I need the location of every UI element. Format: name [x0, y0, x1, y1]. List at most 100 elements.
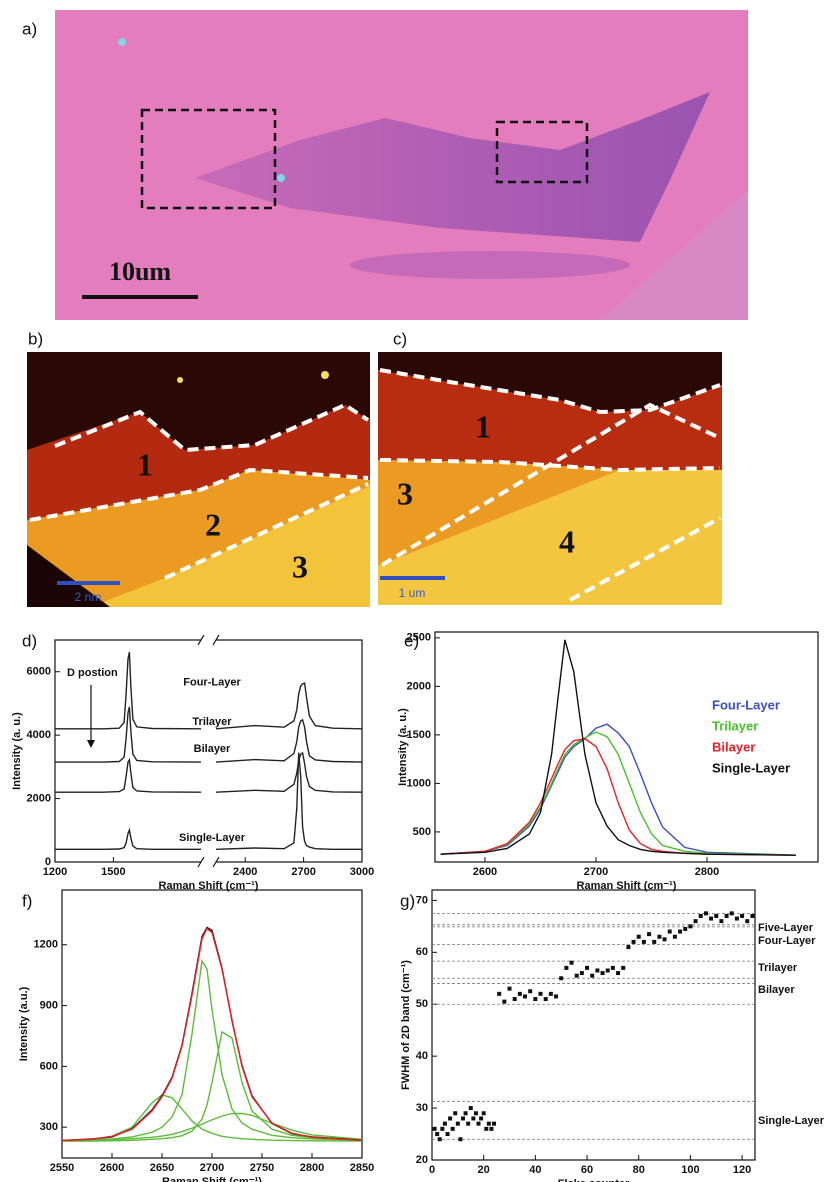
x-tick-label: 80: [633, 1164, 645, 1176]
x-tick-label: 2650: [150, 1162, 174, 1174]
data-point: [704, 911, 708, 915]
annotation: D postion: [67, 667, 118, 679]
x-axis-label: Flake counter: [558, 1178, 630, 1182]
level-label: Trilayer: [758, 962, 798, 974]
data-point: [668, 930, 672, 934]
data-point: [611, 966, 615, 970]
data-point: [513, 997, 517, 1001]
panel-label: b): [28, 329, 43, 348]
data-point: [637, 935, 641, 939]
axis-break: [201, 638, 216, 642]
data-point: [740, 914, 744, 918]
scale-bar-label: 10um: [109, 257, 171, 286]
curve-label: Bilayer: [194, 743, 231, 755]
y-tick-label: 30: [416, 1102, 428, 1114]
y-tick-label: 900: [40, 999, 58, 1011]
data-point: [616, 971, 620, 975]
x-axis-label: Raman Shift (cm⁻¹): [162, 1176, 262, 1182]
data-point: [657, 935, 661, 939]
data-point: [606, 968, 610, 972]
data-point: [458, 1137, 462, 1141]
data-point: [699, 914, 703, 918]
region-label: 1: [137, 446, 153, 482]
y-tick-label: 4000: [27, 729, 51, 741]
data-point: [492, 1122, 496, 1126]
data-point: [570, 961, 574, 965]
data-point: [595, 968, 599, 972]
y-tick-label: 40: [416, 1050, 428, 1062]
data-point: [484, 1127, 488, 1131]
data-point: [528, 989, 532, 993]
data-point: [461, 1116, 465, 1120]
x-tick-label: 40: [529, 1164, 541, 1176]
x-tick-label: 2600: [473, 866, 497, 878]
curve-label: Trilayer: [192, 716, 232, 728]
data-point: [642, 940, 646, 944]
data-point: [750, 914, 754, 918]
y-tick-label: 1500: [407, 729, 431, 741]
data-point: [678, 930, 682, 934]
data-point: [694, 919, 698, 923]
data-point: [446, 1132, 450, 1136]
y-tick-label: 600: [40, 1060, 58, 1072]
data-point: [433, 1127, 437, 1131]
data-point: [456, 1122, 460, 1126]
particle: [177, 377, 183, 383]
panel-label: a): [22, 19, 37, 38]
y-tick-label: 1200: [34, 939, 58, 951]
x-tick-label: 2700: [291, 866, 315, 878]
y-tick-label: 300: [40, 1121, 58, 1133]
y-tick-label: 1000: [407, 777, 431, 789]
page: a) 10um b) 1 2 3 2 nm c): [0, 0, 838, 1182]
level-label: Bilayer: [758, 984, 795, 996]
data-point: [479, 1116, 483, 1120]
data-point: [725, 914, 729, 918]
y-tick-label: 2500: [407, 632, 431, 644]
panel-label: g): [400, 891, 415, 910]
region-label: 3: [397, 475, 413, 511]
x-tick-label: 2700: [200, 1162, 224, 1174]
region-label: 3: [292, 548, 308, 584]
data-point: [474, 1111, 478, 1115]
level-label: Single-Layer: [758, 1115, 825, 1127]
level-label: Five-Layer: [758, 922, 814, 934]
data-point: [590, 974, 594, 978]
x-tick-label: 2800: [300, 1162, 324, 1174]
y-tick-label: 500: [413, 826, 431, 838]
x-tick-label: 0: [429, 1164, 435, 1176]
data-point: [477, 1122, 481, 1126]
x-tick-label: 2700: [584, 866, 608, 878]
particle: [321, 371, 329, 379]
spectrum-line: [62, 1095, 362, 1141]
data-point: [730, 911, 734, 915]
data-point: [464, 1111, 468, 1115]
particle: [277, 174, 285, 182]
region-label: 1: [475, 408, 491, 444]
scale-bar-label: 1 um: [399, 586, 426, 600]
legend-entry: Four-Layer: [712, 697, 780, 712]
spectrum-line: [62, 1032, 362, 1141]
data-point: [580, 971, 584, 975]
legend-entry: Trilayer: [712, 718, 758, 733]
y-tick-label: 70: [416, 894, 428, 906]
plot-frame: [435, 632, 818, 862]
data-point: [448, 1116, 452, 1120]
x-tick-label: 2550: [50, 1162, 74, 1174]
y-tick-label: 50: [416, 998, 428, 1010]
legend-entry: Bilayer: [712, 739, 755, 754]
x-tick-label: 100: [681, 1164, 699, 1176]
data-point: [688, 924, 692, 928]
panel-label: d): [22, 631, 37, 650]
x-tick-label: 3000: [350, 866, 374, 878]
y-axis-label: Intensity (a. u.): [11, 712, 23, 790]
y-tick-label: 60: [416, 946, 428, 958]
data-point: [482, 1111, 486, 1115]
y-tick-label: 6000: [27, 666, 51, 678]
panel-label: f): [22, 891, 32, 910]
data-point: [735, 917, 739, 921]
data-point: [508, 987, 512, 991]
y-tick-label: 2000: [27, 792, 51, 804]
data-point: [502, 1000, 506, 1004]
legend-entry: Single-Layer: [712, 760, 790, 775]
region-label: 2: [205, 506, 221, 542]
